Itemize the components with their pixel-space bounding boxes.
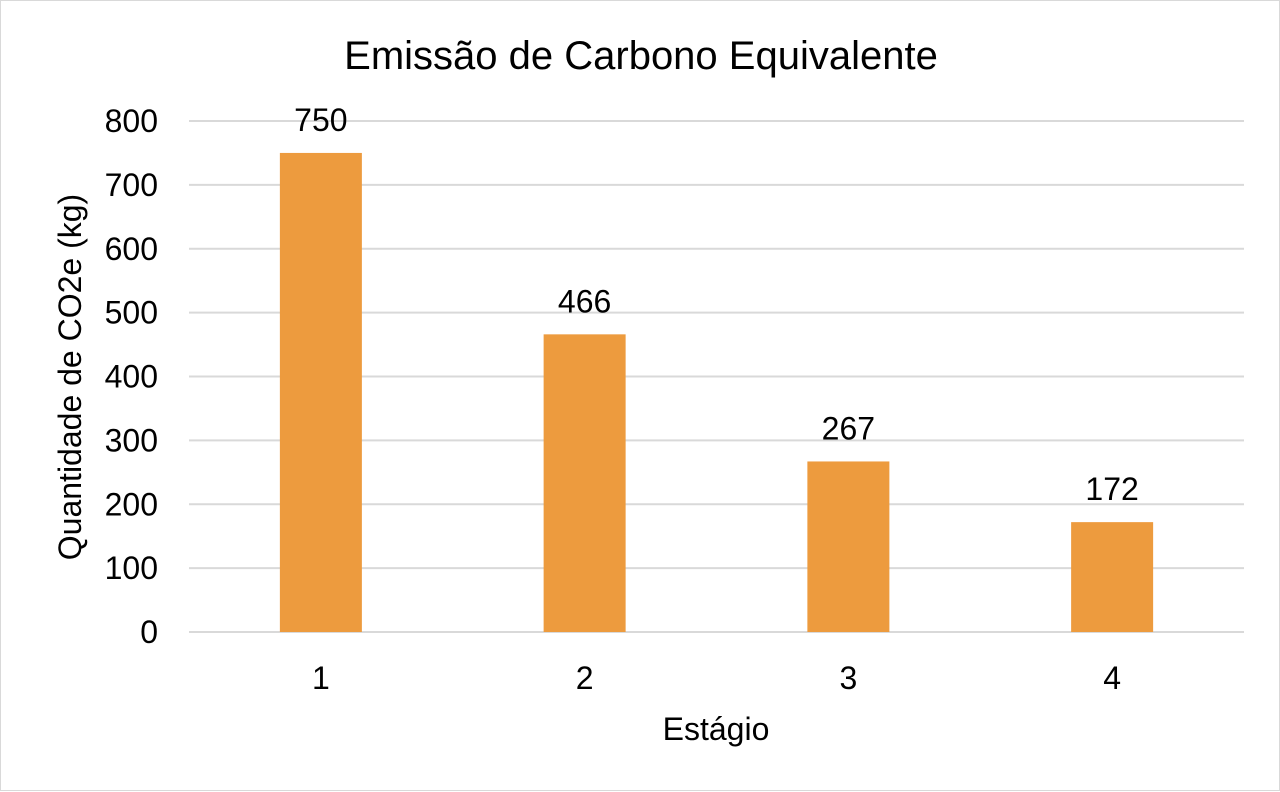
y-axis-ticks: 0 100 200 300 400 500 600 700 800 [105,103,158,650]
x-tick-label: 1 [312,660,330,696]
y-tick-label: 400 [105,359,158,395]
gridlines [189,120,1244,633]
bar-1 [279,152,362,632]
bars [279,152,1154,632]
bar-3 [807,461,890,632]
y-tick-label: 100 [105,550,158,586]
y-tick-label: 600 [105,231,158,267]
x-tick-label: 4 [1103,660,1121,696]
data-labels: 750 466 267 172 [294,102,1139,507]
y-tick-label: 300 [105,422,158,458]
x-tick-label: 3 [839,660,857,696]
chart-title: Emissão de Carbono Equivalente [344,34,938,78]
data-label: 466 [558,283,611,319]
data-label: 172 [1085,471,1138,507]
x-tick-label: 2 [576,660,594,696]
y-tick-label: 500 [105,295,158,331]
y-tick-label: 800 [105,103,158,139]
x-axis-ticks: 1 2 3 4 [312,660,1121,696]
bar-4 [1071,522,1154,632]
data-label: 267 [822,410,875,446]
y-axis-title: Quantidade de CO2e (kg) [52,194,88,560]
data-label: 750 [294,102,347,138]
x-axis-title: Estágio [663,711,770,747]
y-tick-label: 200 [105,486,158,522]
y-tick-label: 0 [140,614,158,650]
y-tick-label: 700 [105,167,158,203]
bar-2 [543,334,626,632]
